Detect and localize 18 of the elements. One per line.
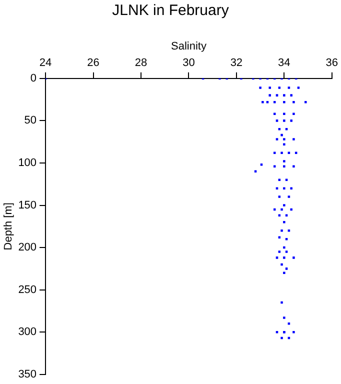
y-tick-label: 250 (18, 284, 37, 296)
x-tick-label: 30 (182, 56, 195, 69)
x-tick-label: 26 (87, 56, 100, 69)
x-axis-title: Salinity (170, 40, 207, 53)
x-tick-label: 24 (39, 56, 52, 69)
y-tick-label: 0 (30, 72, 37, 84)
chart-title: JLNK in February (111, 2, 230, 19)
y-axis-title: Depth [m] (2, 202, 15, 250)
x-tick-label: 28 (134, 56, 148, 69)
x-tick-label: 34 (278, 56, 290, 69)
y-tick-label: 300 (18, 326, 37, 338)
y-tick-label: 100 (18, 157, 37, 170)
y-tick-label: 50 (24, 114, 37, 127)
y-tick-label: 150 (18, 199, 37, 212)
x-tick-label: 32 (230, 56, 243, 69)
y-tick-label: 200 (18, 242, 37, 254)
x-tick-label: 36 (326, 56, 338, 69)
y-tick-label: 350 (18, 368, 37, 380)
